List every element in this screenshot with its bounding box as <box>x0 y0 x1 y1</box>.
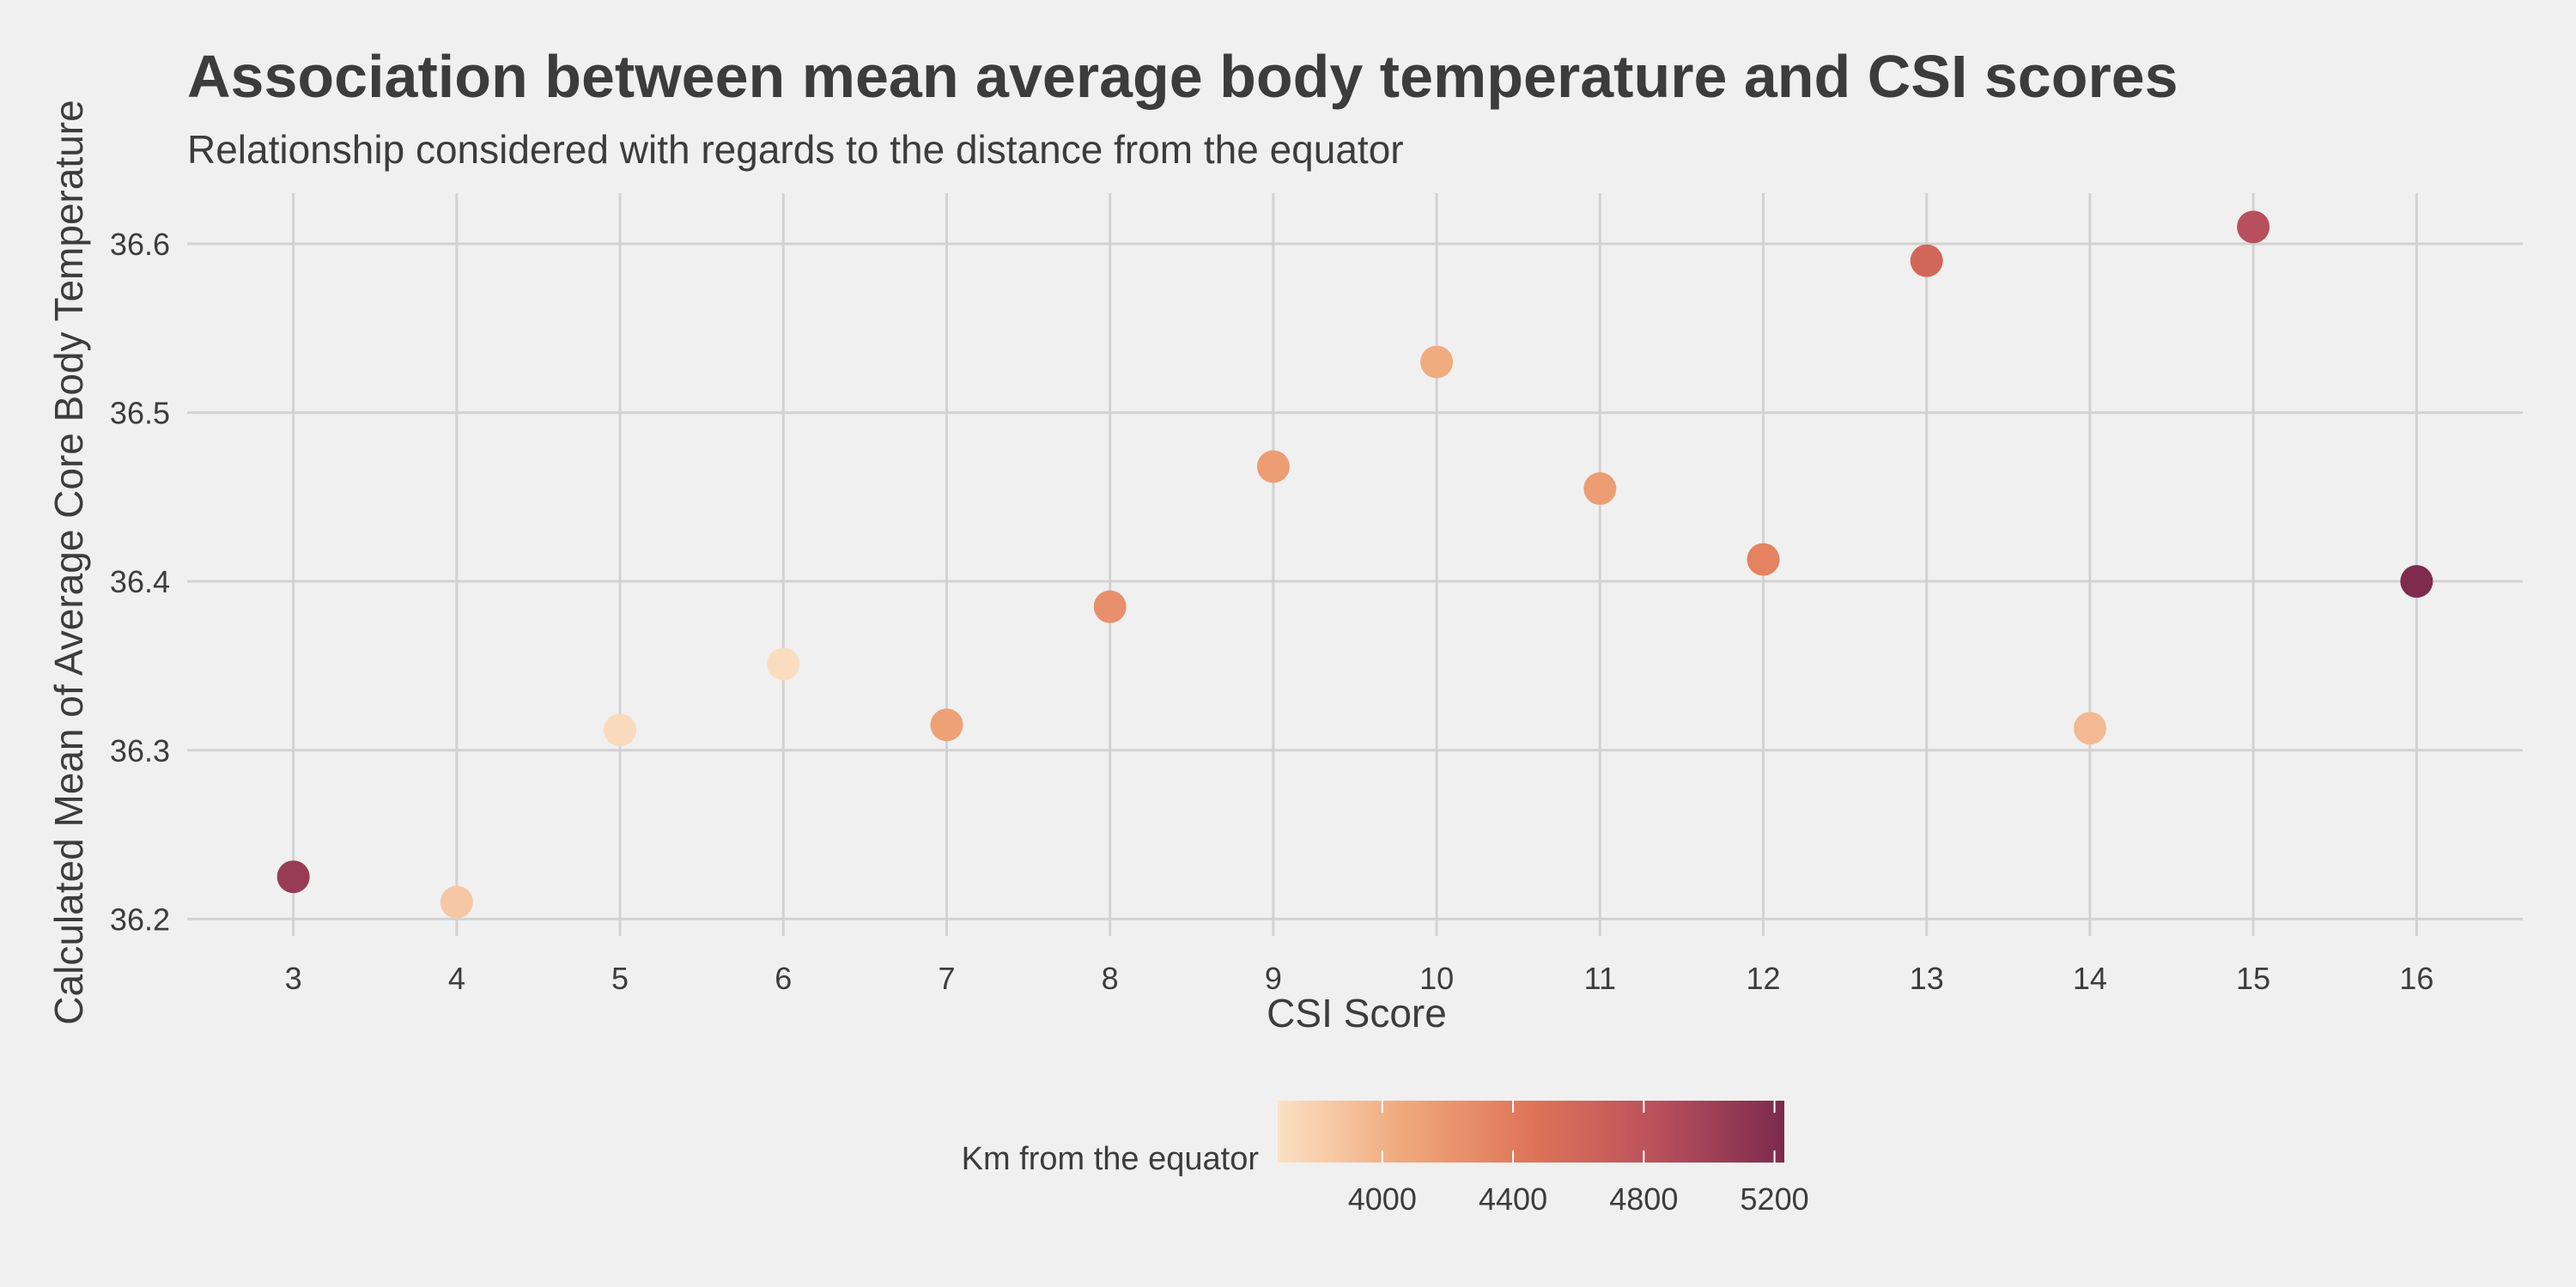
legend-tick-label: 4400 <box>1479 1181 1547 1217</box>
x-tick-label: 8 <box>1102 961 1119 996</box>
legend-colorbar <box>1278 1101 1784 1163</box>
x-tick-label: 9 <box>1265 961 1282 996</box>
data-point <box>604 713 637 747</box>
y-tick-label: 36.4 <box>110 564 170 599</box>
y-tick-label: 36.2 <box>110 902 170 937</box>
data-point <box>276 860 310 894</box>
x-tick-label: 4 <box>448 961 465 996</box>
chart-title: Association between mean average body te… <box>187 43 2178 110</box>
legend-ticks: 4000 4400 4800 5200 <box>1348 1101 1809 1217</box>
x-tick-labels: 3 4 5 6 7 8 9 10 11 12 13 14 15 16 <box>285 961 2434 996</box>
x-tick-label: 11 <box>1584 961 1616 996</box>
x-tick-label: 3 <box>285 961 302 996</box>
data-point <box>930 708 963 742</box>
data-point <box>2073 712 2106 745</box>
x-tick-label: 12 <box>1747 961 1781 996</box>
y-gridlines <box>187 242 2523 920</box>
y-tick-labels: 36.2 36.3 36.4 36.5 36.6 <box>110 227 170 937</box>
y-tick-label: 36.5 <box>110 396 170 431</box>
y-tick-label: 36.6 <box>110 227 170 262</box>
x-gridlines <box>292 193 2418 936</box>
data-point <box>2237 210 2270 244</box>
data-point <box>1256 450 1290 483</box>
chart-subtitle: Relationship considered with regards to … <box>187 127 1404 172</box>
data-point <box>1583 472 1617 506</box>
legend-tick-label: 4800 <box>1609 1181 1678 1217</box>
data-point <box>1747 543 1780 576</box>
x-tick-label: 14 <box>2073 961 2107 996</box>
data-point <box>1420 345 1454 379</box>
x-tick-label: 6 <box>775 961 792 996</box>
y-tick-label: 36.3 <box>110 733 170 768</box>
x-tick-label: 16 <box>2399 961 2433 996</box>
x-tick-label: 10 <box>1419 961 1454 996</box>
x-tick-label: 7 <box>938 961 955 996</box>
legend-title: Km from the equator <box>962 1141 1260 1177</box>
x-tick-label: 15 <box>2236 961 2270 996</box>
data-point <box>1093 590 1127 623</box>
x-tick-label: 5 <box>611 961 629 996</box>
x-axis-label: CSI Score <box>1267 991 1447 1035</box>
data-point <box>1910 244 1943 277</box>
x-tick-label: 13 <box>1910 961 1944 996</box>
legend: Km from the equator 4000 4400 4800 5200 <box>962 1101 1809 1217</box>
data-point <box>767 647 800 681</box>
data-point <box>2400 565 2433 598</box>
legend-tick-label: 5200 <box>1741 1181 1809 1217</box>
data-points <box>276 210 2433 919</box>
y-axis-label: Calculated Mean of Average Core Body Tem… <box>46 100 91 1024</box>
legend-tick-label: 4000 <box>1348 1181 1417 1217</box>
data-point <box>440 885 473 919</box>
